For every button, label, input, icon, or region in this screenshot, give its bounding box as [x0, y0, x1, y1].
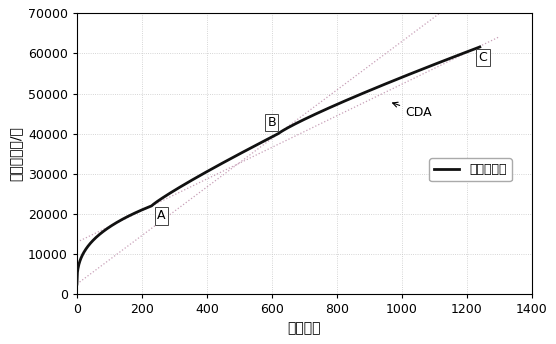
- Text: A: A: [157, 209, 166, 222]
- Legend: 累积微应变: 累积微应变: [429, 158, 512, 181]
- Text: CDA: CDA: [393, 102, 431, 119]
- Text: B: B: [267, 116, 276, 129]
- Text: C: C: [479, 51, 488, 64]
- Y-axis label: 累积微应变/次: 累积微应变/次: [8, 126, 22, 181]
- X-axis label: 作用次数: 作用次数: [287, 322, 321, 336]
